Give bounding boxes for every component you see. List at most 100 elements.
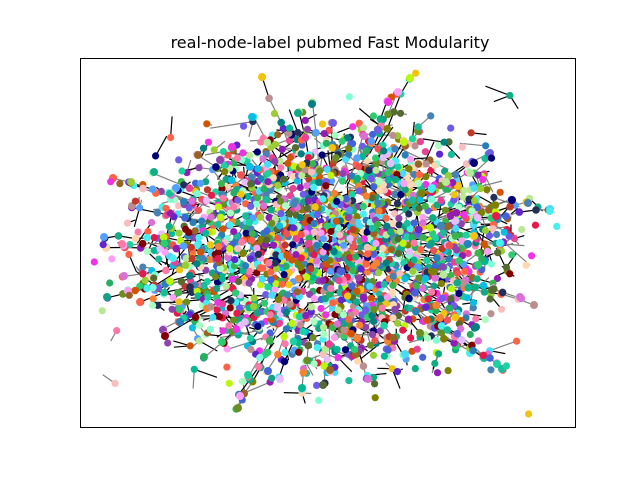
graph-node bbox=[225, 379, 233, 387]
graph-node bbox=[301, 116, 309, 124]
graph-node bbox=[304, 154, 313, 162]
graph-node bbox=[515, 208, 524, 216]
graph-node bbox=[313, 381, 321, 389]
graph-node bbox=[405, 294, 413, 303]
graph-node bbox=[372, 166, 380, 174]
graph-node bbox=[232, 325, 241, 333]
graph-node bbox=[465, 195, 473, 203]
graph-node bbox=[195, 337, 203, 345]
graph-node bbox=[143, 284, 151, 293]
graph-node bbox=[322, 139, 331, 147]
graph-node bbox=[319, 195, 327, 203]
graph-node bbox=[353, 174, 361, 182]
graph-node bbox=[480, 240, 489, 248]
graph-node bbox=[384, 110, 392, 119]
graph-node bbox=[282, 325, 290, 333]
graph-node bbox=[432, 307, 440, 315]
graph-node bbox=[111, 379, 119, 387]
graph-node bbox=[487, 366, 495, 374]
graph-node bbox=[180, 198, 188, 206]
graph-node bbox=[383, 293, 391, 301]
graph-node bbox=[202, 229, 210, 237]
graph-node bbox=[327, 171, 335, 179]
graph-node bbox=[450, 339, 458, 347]
graph-node bbox=[226, 304, 234, 312]
graph-node bbox=[256, 213, 265, 221]
graph-node bbox=[334, 306, 342, 314]
graph-node bbox=[309, 160, 317, 168]
graph-node bbox=[474, 337, 482, 345]
graph-node bbox=[281, 241, 289, 249]
graph-node bbox=[394, 249, 403, 258]
graph-node bbox=[396, 228, 404, 236]
graph-node bbox=[265, 214, 273, 222]
graph-node bbox=[344, 134, 352, 142]
graph-node bbox=[393, 368, 401, 376]
graph-node bbox=[461, 267, 469, 275]
graph-node bbox=[292, 251, 300, 259]
graph-node bbox=[260, 299, 269, 307]
graph-node bbox=[266, 311, 274, 319]
graph-node bbox=[360, 124, 368, 132]
graph-node bbox=[411, 142, 419, 150]
graph-node bbox=[451, 170, 460, 179]
graph-node bbox=[366, 341, 375, 349]
graph-node bbox=[356, 321, 364, 329]
graph-node bbox=[108, 255, 116, 263]
graph-node bbox=[178, 167, 186, 175]
graph-node bbox=[223, 345, 231, 353]
graph-node bbox=[427, 239, 436, 248]
graph-node bbox=[419, 219, 427, 227]
graph-node bbox=[285, 129, 293, 138]
graph-node bbox=[303, 356, 311, 365]
graph-node bbox=[482, 142, 490, 150]
graph-node bbox=[310, 183, 318, 191]
graph-node bbox=[202, 196, 211, 205]
graph-node bbox=[406, 225, 414, 233]
graph-node bbox=[191, 313, 200, 322]
graph-node bbox=[195, 233, 203, 242]
graph-node bbox=[337, 296, 345, 304]
graph-node bbox=[297, 321, 305, 329]
graph-node bbox=[159, 233, 168, 242]
graph-node bbox=[215, 313, 223, 321]
graph-node bbox=[364, 375, 372, 383]
graph-node bbox=[362, 323, 370, 331]
graph-node bbox=[264, 367, 272, 375]
graph-node bbox=[204, 293, 212, 301]
graph-node bbox=[452, 209, 461, 217]
graph-node bbox=[439, 263, 447, 271]
graph-node bbox=[480, 288, 489, 296]
graph-node bbox=[428, 214, 437, 222]
graph-node bbox=[90, 258, 98, 266]
graph-node bbox=[355, 274, 363, 282]
graph-node bbox=[374, 220, 382, 229]
graph-node bbox=[203, 120, 211, 128]
graph-node bbox=[374, 199, 382, 207]
graph-node bbox=[139, 184, 147, 193]
graph-node bbox=[313, 257, 321, 265]
graph-node bbox=[295, 313, 303, 321]
graph-node bbox=[165, 189, 174, 198]
graph-node bbox=[188, 197, 196, 205]
graph-node bbox=[143, 234, 151, 242]
graph-node bbox=[114, 232, 123, 240]
graph-edge bbox=[155, 135, 168, 157]
graph-node bbox=[438, 245, 446, 253]
graph-node bbox=[250, 302, 258, 310]
graph-node bbox=[136, 298, 144, 306]
graph-node bbox=[175, 202, 183, 210]
graph-node bbox=[408, 196, 417, 204]
graph-node bbox=[176, 318, 184, 326]
graph-node bbox=[422, 160, 430, 168]
graph-node bbox=[391, 190, 399, 198]
graph-node bbox=[305, 234, 313, 242]
graph-node bbox=[428, 288, 436, 296]
graph-node bbox=[373, 259, 381, 267]
graph-node bbox=[422, 180, 430, 189]
graph-node bbox=[493, 274, 501, 283]
graph-node bbox=[469, 346, 477, 355]
graph-node bbox=[150, 246, 158, 255]
graph-node bbox=[219, 300, 227, 308]
graph-node bbox=[432, 336, 440, 344]
